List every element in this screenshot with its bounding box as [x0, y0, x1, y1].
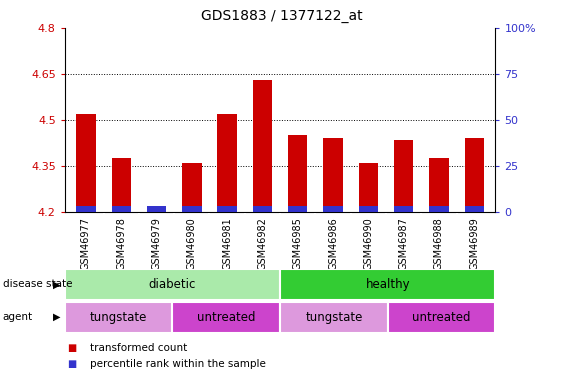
Bar — [388, 302, 495, 333]
Text: healthy: healthy — [365, 278, 410, 291]
Text: ■: ■ — [68, 343, 77, 353]
Text: transformed count: transformed count — [90, 343, 187, 353]
Bar — [323, 206, 343, 212]
Text: percentile rank within the sample: percentile rank within the sample — [90, 359, 266, 369]
Text: GSM46985: GSM46985 — [293, 217, 303, 270]
Text: GSM46988: GSM46988 — [434, 217, 444, 270]
Bar — [65, 302, 172, 333]
Text: tungstate: tungstate — [305, 310, 363, 324]
Bar — [288, 206, 307, 212]
Text: diabetic: diabetic — [149, 278, 196, 291]
Text: GDS1883 / 1377122_at: GDS1883 / 1377122_at — [200, 9, 363, 23]
Text: GSM46986: GSM46986 — [328, 217, 338, 270]
Bar — [359, 163, 378, 212]
Bar — [429, 158, 449, 212]
Bar — [111, 206, 131, 212]
Bar — [394, 140, 413, 212]
Text: disease state: disease state — [3, 279, 72, 290]
Text: GSM46980: GSM46980 — [187, 217, 197, 270]
Text: GSM46979: GSM46979 — [151, 217, 162, 270]
Bar — [280, 302, 388, 333]
Bar — [76, 206, 96, 212]
Text: untreated: untreated — [197, 310, 256, 324]
Bar — [280, 269, 495, 300]
Text: ▶: ▶ — [53, 312, 61, 322]
Bar — [429, 206, 449, 212]
Text: ▶: ▶ — [53, 279, 61, 290]
Text: ■: ■ — [68, 359, 77, 369]
Text: GSM46990: GSM46990 — [363, 217, 373, 270]
Text: GSM46977: GSM46977 — [81, 217, 91, 270]
Bar — [394, 206, 413, 212]
Text: tungstate: tungstate — [90, 310, 148, 324]
Bar — [76, 114, 96, 212]
Text: GSM46978: GSM46978 — [116, 217, 126, 270]
Bar — [65, 269, 280, 300]
Bar — [147, 206, 166, 212]
Bar — [172, 302, 280, 333]
Bar — [217, 206, 237, 212]
Bar — [359, 206, 378, 212]
Bar — [323, 138, 343, 212]
Bar — [147, 207, 166, 212]
Bar — [217, 114, 237, 212]
Bar — [464, 138, 484, 212]
Text: GSM46982: GSM46982 — [257, 217, 267, 270]
Bar — [182, 163, 202, 212]
Bar — [182, 206, 202, 212]
Bar — [111, 158, 131, 212]
Text: GSM46981: GSM46981 — [222, 217, 232, 270]
Bar — [253, 206, 272, 212]
Bar — [253, 80, 272, 212]
Text: untreated: untreated — [412, 310, 471, 324]
Bar — [288, 135, 307, 212]
Text: agent: agent — [3, 312, 33, 322]
Text: GSM46989: GSM46989 — [469, 217, 479, 270]
Bar — [464, 206, 484, 212]
Text: GSM46987: GSM46987 — [399, 217, 409, 270]
